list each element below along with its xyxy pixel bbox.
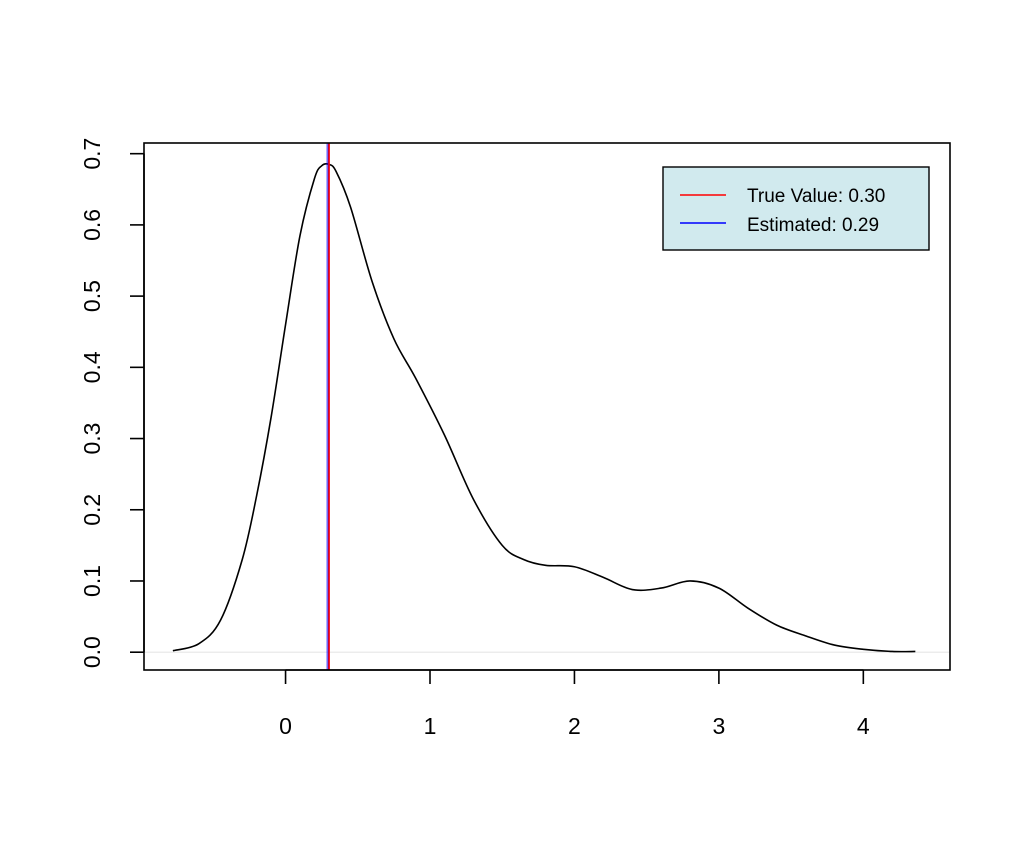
y-tick-label: 0.4 — [79, 351, 105, 383]
y-tick-label: 0.3 — [79, 423, 105, 455]
x-tick-label: 4 — [857, 713, 870, 739]
density-curve — [172, 162, 916, 653]
y-axis: 0.0 0.1 0.2 0.3 0.4 0.5 0.6 0.7 — [79, 138, 145, 668]
x-tick-label: 3 — [712, 713, 725, 739]
y-tick-label: 0.6 — [79, 209, 105, 241]
legend-box — [662, 166, 930, 251]
y-tick-label: 0.7 — [79, 138, 105, 170]
legend-label-estimated: Estimated: 0.29 — [747, 215, 879, 236]
y-tick-label: 0.1 — [79, 565, 105, 597]
x-tick-label: 2 — [568, 713, 581, 739]
density-layer — [172, 162, 916, 653]
vline-layer — [326, 143, 330, 670]
y-tick-label: 0.2 — [79, 494, 105, 526]
x-tick-label: 0 — [279, 713, 292, 739]
x-tick-label: 1 — [424, 713, 437, 739]
x-axis: 0 1 2 3 4 — [279, 669, 870, 739]
legend: True Value: 0.30 Estimated: 0.29 — [662, 166, 930, 251]
y-tick-label: 0.5 — [79, 280, 105, 312]
legend-label-true-value: True Value: 0.30 — [747, 186, 885, 207]
y-tick-label: 0.0 — [79, 636, 105, 668]
